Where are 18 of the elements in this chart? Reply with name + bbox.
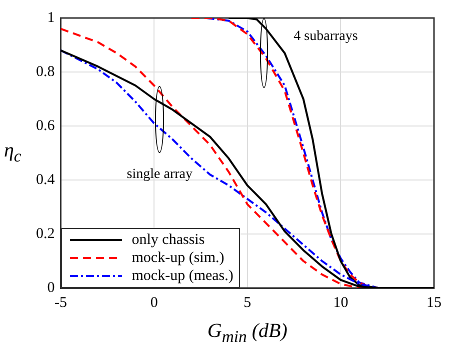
- y-tick-label: 0.6: [36, 118, 56, 134]
- x-tick-label: 15: [426, 294, 442, 311]
- x-tick-label: 5: [244, 294, 252, 311]
- legend-label: mock-up (meas.): [132, 267, 234, 285]
- x-axis-title: G$_{min}$ (dB): [207, 320, 288, 346]
- y-tick-label: 0.4: [36, 172, 56, 188]
- x-tick-label: 10: [333, 294, 348, 311]
- x-tick-label: 0: [150, 294, 158, 311]
- annotation: single array: [126, 166, 193, 183]
- x-tick-label: -5: [54, 294, 67, 311]
- legend-label: mock-up (sim.): [132, 249, 224, 267]
- y-tick-label: 0.2: [36, 226, 55, 242]
- legend-label: only chassis: [132, 231, 205, 249]
- y-axis-title: η$_{c}$: [4, 140, 22, 166]
- y-tick-label: 0.8: [36, 64, 55, 80]
- y-tick-label: 0: [47, 280, 55, 296]
- annotation: 4 subarrays: [294, 28, 358, 45]
- y-tick-label: 1: [47, 10, 55, 26]
